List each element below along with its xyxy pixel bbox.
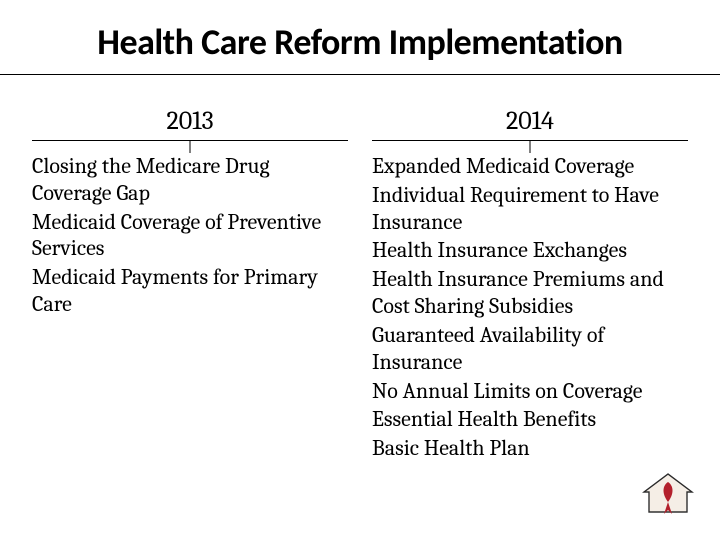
year-header: 2013 [32, 106, 348, 141]
column-2013: 2013 Closing the Medicare Drug Coverage … [30, 106, 350, 464]
list-item: Health Insurance Exchanges [372, 237, 682, 264]
year-label: 2014 [372, 106, 688, 140]
list-item: Medicaid Coverage of Preventive Services [32, 209, 342, 263]
column-2014: 2014 Expanded Medicaid Coverage Individu… [370, 106, 690, 464]
columns-container: 2013 Closing the Medicare Drug Coverage … [30, 106, 690, 464]
year-divider [372, 140, 688, 141]
list-item: Individual Requirement to Have Insurance [372, 182, 682, 236]
items-list: Closing the Medicare Drug Coverage Gap M… [30, 153, 350, 318]
list-item: Health Insurance Premiums and Cost Shari… [372, 266, 682, 320]
year-header: 2014 [372, 106, 688, 141]
items-list: Expanded Medicaid Coverage Individual Re… [370, 153, 690, 462]
list-item: Medicaid Payments for Primary Care [32, 264, 342, 318]
year-tick [190, 141, 191, 153]
list-item: Expanded Medicaid Coverage [372, 153, 682, 180]
slide-title: Health Care Reform Implementation [30, 20, 690, 64]
year-tick [530, 141, 531, 153]
list-item: Guaranteed Availability of Insurance [372, 322, 682, 376]
year-label: 2013 [32, 106, 348, 140]
title-divider [0, 74, 720, 75]
nahc-logo-icon [640, 472, 696, 516]
list-item: Basic Health Plan [372, 435, 682, 462]
list-item: No Annual Limits on Coverage [372, 378, 682, 405]
list-item: Essential Health Benefits [372, 406, 682, 433]
year-divider [32, 140, 348, 141]
slide: Health Care Reform Implementation 2013 C… [0, 0, 720, 540]
list-item: Closing the Medicare Drug Coverage Gap [32, 153, 342, 207]
